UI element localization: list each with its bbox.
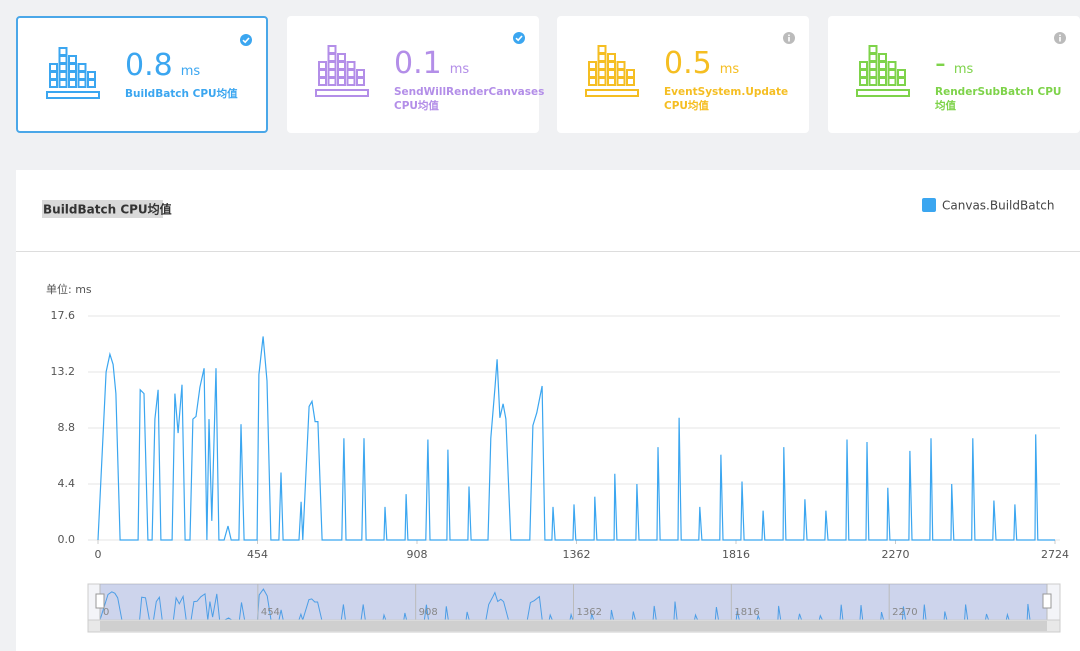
value: 0.1 (394, 46, 442, 81)
icon-cell (346, 61, 356, 70)
icon (585, 44, 643, 106)
card[interactable]: 0.1 ms SendWillRenderCanvases CPU均值 (287, 16, 545, 133)
value: 0.5 (664, 46, 712, 81)
x-tick-label: 0 (95, 548, 102, 561)
zoom-tick-label: 908 (419, 607, 438, 618)
card-value: - ms (935, 46, 973, 81)
x-tick-label: 454 (247, 548, 268, 561)
icon-base (856, 89, 910, 97)
card-label: EventSystem.Update CPU均值 (664, 86, 789, 112)
x-tick-label: 2270 (882, 548, 910, 561)
card[interactable]: - ms RenderSubBatch CPU均值 (828, 16, 1080, 133)
icon-cell (626, 69, 635, 78)
zoom-handle[interactable] (95, 593, 105, 609)
icon-cell (897, 69, 906, 78)
icon-base (46, 91, 100, 99)
y-tick-label: 4.4 (58, 477, 76, 490)
check-icon (240, 34, 252, 46)
y-tick-label: 8.8 (58, 421, 76, 434)
unit-label: 单位: ms (46, 282, 92, 296)
line (97, 336, 1055, 541)
icon-cell (607, 53, 616, 62)
icon-cell (68, 55, 77, 64)
icon-base (315, 89, 369, 97)
icon-cell (887, 61, 897, 70)
icon (856, 44, 914, 106)
legend-swatch (922, 198, 936, 212)
unit: ms (719, 62, 740, 77)
icon-cell (337, 53, 346, 62)
check-icon (513, 32, 525, 44)
unit: ms (953, 62, 974, 77)
title-highlight (42, 200, 163, 218)
x-tick-label: 1362 (563, 548, 591, 561)
zoom-tick-label: 454 (261, 607, 280, 618)
icon (315, 44, 373, 106)
scroll-thumb[interactable] (100, 621, 1047, 631)
legend-label: Canvas.BuildBatch (942, 199, 1054, 213)
icon-cell (49, 63, 58, 72)
y-tick-label: 17.6 (51, 309, 76, 322)
card-label: BuildBatch CPU均值 (125, 88, 238, 100)
x-tick-label: 2724 (1041, 548, 1069, 561)
icon-cell (77, 63, 87, 72)
bar-icon (46, 47, 100, 99)
zoom-tick-label: 2270 (892, 607, 917, 618)
icon-cell (878, 53, 887, 62)
value: 0.8 (125, 48, 173, 83)
card-value: 0.8 ms (125, 48, 200, 83)
card[interactable]: 0.8 ms BuildBatch CPU均值 (16, 16, 268, 133)
info-icon (783, 32, 795, 44)
zoom-tick-label: 1816 (734, 607, 759, 618)
icon-cell (327, 45, 337, 54)
card-label: RenderSubBatch CPU均值 (935, 86, 1062, 112)
bar-icon (856, 45, 910, 97)
icon (46, 46, 104, 108)
icon-cell (318, 61, 327, 70)
zoom-handle[interactable] (1042, 593, 1052, 609)
x-tick-label: 908 (407, 548, 428, 561)
unit: ms (449, 62, 470, 77)
icon-cell (58, 47, 68, 56)
zoom-line (99, 588, 1047, 622)
icon-cell (616, 61, 626, 70)
icon-cell (859, 61, 868, 70)
card-value: 0.1 ms (394, 46, 469, 81)
card-value: 0.5 ms (664, 46, 739, 81)
unit: ms (180, 64, 201, 79)
zoom-tick-label: 1362 (577, 607, 602, 618)
card-label: SendWillRenderCanvases CPU均值 (394, 86, 545, 112)
bar-icon (315, 45, 369, 97)
icon-cell (356, 69, 365, 78)
value: - (935, 46, 946, 81)
chart-title: BuildBatch CPU均值 (43, 202, 172, 217)
icon-cell (597, 45, 607, 54)
x-tick-label: 1816 (722, 548, 750, 561)
info-icon (1054, 32, 1066, 44)
bar-icon (585, 45, 639, 97)
icon-cell (588, 61, 597, 70)
icon-cell (868, 45, 878, 54)
y-tick-label: 0.0 (58, 533, 76, 546)
chart-panel (16, 170, 1080, 651)
y-tick-label: 13.2 (51, 365, 76, 378)
card[interactable]: 0.5 ms EventSystem.Update CPU均值 (557, 16, 809, 133)
icon-cell (87, 71, 96, 80)
zoom-tick-label: 0 (103, 607, 109, 618)
icon-base (585, 89, 639, 97)
